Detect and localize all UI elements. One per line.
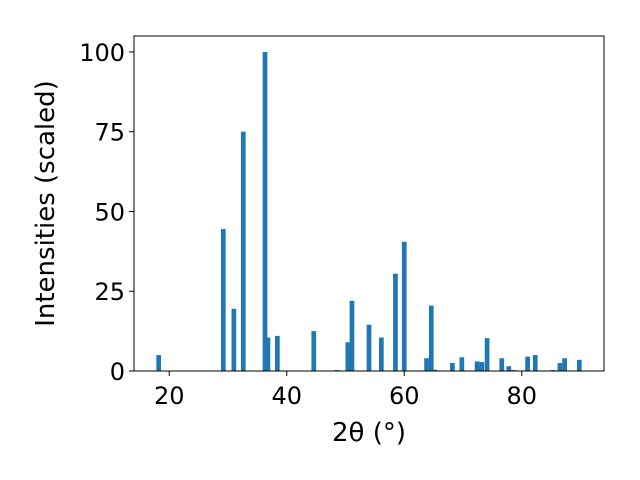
y-tick-label: 25	[94, 278, 125, 306]
bar	[459, 357, 465, 371]
y-axis: 0 25 50 75 100	[79, 39, 134, 386]
bar	[506, 366, 512, 371]
bar	[401, 241, 407, 371]
bar	[231, 308, 237, 371]
bar	[156, 355, 162, 371]
bar	[479, 362, 485, 371]
x-axis: 20 40 60 80	[154, 371, 537, 410]
bar	[311, 331, 317, 371]
y-tick-label: 75	[94, 119, 125, 147]
bar	[484, 338, 490, 371]
y-tick-label: 100	[79, 39, 125, 67]
bar	[525, 356, 530, 371]
x-tick-label: 60	[389, 382, 420, 410]
bar	[220, 229, 226, 371]
bar	[366, 324, 372, 371]
x-axis-label: 2θ (°)	[332, 418, 406, 448]
bar	[576, 359, 582, 371]
bar	[349, 300, 355, 371]
y-tick-label: 50	[94, 198, 125, 226]
bar	[378, 337, 384, 371]
bar	[424, 358, 429, 371]
bar	[474, 361, 480, 371]
x-tick-label: 40	[271, 382, 302, 410]
bar	[393, 273, 398, 371]
plot-frame	[133, 35, 605, 372]
y-tick-label: 0	[110, 358, 125, 386]
bar	[532, 355, 538, 371]
x-tick-label: 20	[154, 382, 185, 410]
bar	[240, 131, 246, 371]
bar	[557, 363, 563, 371]
bar	[432, 369, 438, 371]
bar	[345, 342, 351, 371]
bar	[499, 358, 505, 371]
bar	[262, 51, 268, 371]
y-axis-label: Intensities (scaled)	[31, 80, 61, 327]
bar	[275, 335, 280, 371]
bars	[156, 51, 582, 371]
bar	[562, 358, 567, 371]
x-tick-label: 80	[506, 382, 537, 410]
bar	[428, 305, 434, 371]
bar	[450, 363, 455, 371]
bar	[265, 337, 271, 371]
